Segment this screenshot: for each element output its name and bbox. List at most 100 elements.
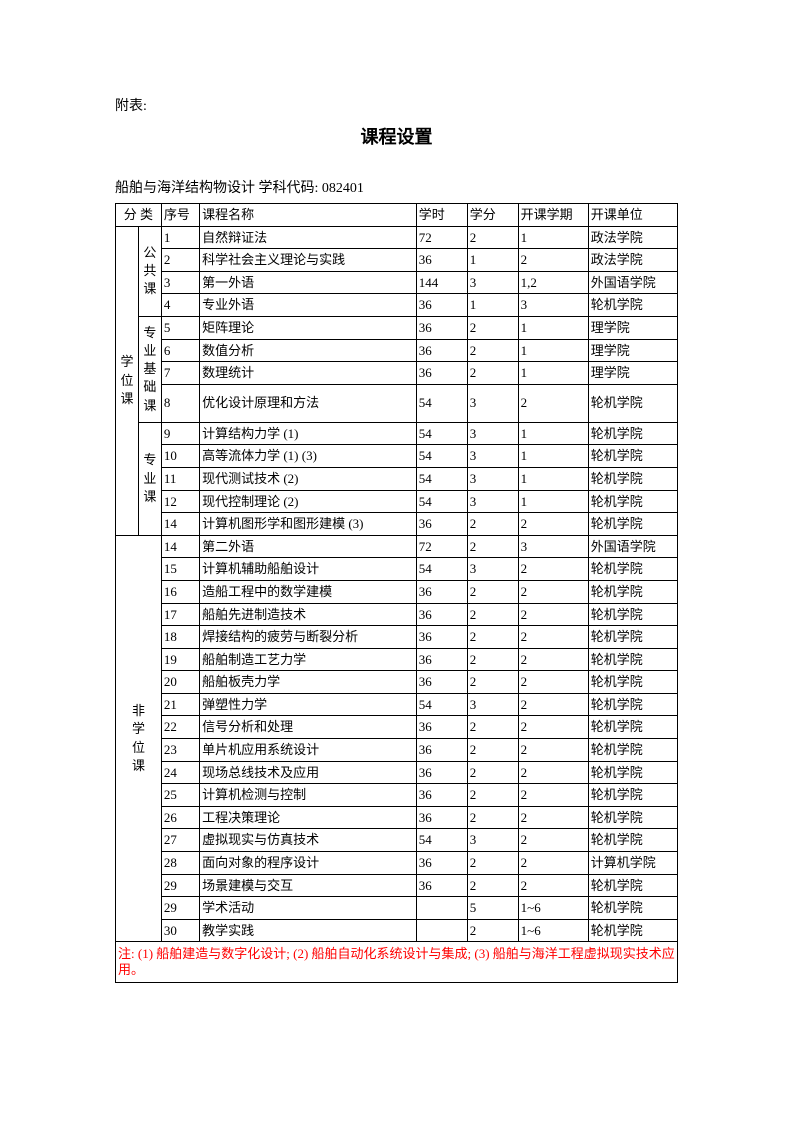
- table-cell: 18: [161, 626, 199, 649]
- table-cell: 36: [416, 784, 467, 807]
- table-cell: 21: [161, 693, 199, 716]
- table-cell: 36: [416, 648, 467, 671]
- table-cell: 教学实践: [200, 919, 417, 942]
- table-row: 专业基础课5矩阵理论3621理学院: [116, 316, 678, 339]
- header-dept: 开课单位: [588, 204, 677, 227]
- table-cell: 轮机学院: [588, 490, 677, 513]
- table-row: 29场景建模与交互3622轮机学院: [116, 874, 678, 897]
- table-cell: 轮机学院: [588, 919, 677, 942]
- table-cell: 27: [161, 829, 199, 852]
- table-cell: 2: [518, 716, 588, 739]
- table-cell: 11: [161, 467, 199, 490]
- category-cell: 非学位课: [116, 535, 162, 942]
- table-cell: 36: [416, 671, 467, 694]
- table-cell: 专业外语: [200, 294, 417, 317]
- table-cell: 矩阵理论: [200, 316, 417, 339]
- table-cell: 36: [416, 852, 467, 875]
- table-cell: 轮机学院: [588, 716, 677, 739]
- table-cell: 第二外语: [200, 535, 417, 558]
- table-cell: 36: [416, 513, 467, 536]
- table-cell: 2: [518, 739, 588, 762]
- table-cell: 54: [416, 829, 467, 852]
- table-cell: 36: [416, 603, 467, 626]
- table-cell: 2: [467, 362, 518, 385]
- category-cell: 专业基础课: [138, 316, 161, 422]
- table-cell: 19: [161, 648, 199, 671]
- header-credit: 学分: [467, 204, 518, 227]
- table-row: 12现代控制理论 (2)5431轮机学院: [116, 490, 678, 513]
- table-row: 8优化设计原理和方法5432轮机学院: [116, 384, 678, 422]
- table-cell: 1: [467, 249, 518, 272]
- table-cell: 8: [161, 384, 199, 422]
- table-row: 学位课公共课1自然辩证法7221政法学院: [116, 226, 678, 249]
- table-cell: 36: [416, 716, 467, 739]
- table-cell: 24: [161, 761, 199, 784]
- table-row: 24现场总线技术及应用3622轮机学院: [116, 761, 678, 784]
- table-cell: 36: [416, 874, 467, 897]
- category-cell: 专业课: [138, 422, 161, 535]
- table-cell: 船舶制造工艺力学: [200, 648, 417, 671]
- table-cell: 2: [518, 784, 588, 807]
- table-row: 29学术活动51~6轮机学院: [116, 897, 678, 920]
- table-cell: 1: [467, 294, 518, 317]
- table-row: 25计算机检测与控制3622轮机学院: [116, 784, 678, 807]
- table-row: 2科学社会主义理论与实践3612政法学院: [116, 249, 678, 272]
- table-cell: 17: [161, 603, 199, 626]
- table-cell: 2: [518, 558, 588, 581]
- table-row: 22信号分析和处理3622轮机学院: [116, 716, 678, 739]
- table-cell: 计算机辅助船舶设计: [200, 558, 417, 581]
- table-cell: 29: [161, 874, 199, 897]
- table-cell: 144: [416, 271, 467, 294]
- table-cell: 焊接结构的疲劳与断裂分析: [200, 626, 417, 649]
- table-cell: 2: [518, 384, 588, 422]
- table-cell: 5: [467, 897, 518, 920]
- table-cell: 3: [467, 558, 518, 581]
- table-cell: 1: [518, 339, 588, 362]
- table-cell: 弹塑性力学: [200, 693, 417, 716]
- table-cell: 轮机学院: [588, 874, 677, 897]
- table-cell: 工程决策理论: [200, 806, 417, 829]
- table-row: 专业课9计算结构力学 (1)5431轮机学院: [116, 422, 678, 445]
- table-cell: 2: [518, 249, 588, 272]
- table-cell: 理学院: [588, 316, 677, 339]
- table-cell: 54: [416, 445, 467, 468]
- course-table: 分 类 序号 课程名称 学时 学分 开课学期 开课单位 学位课公共课1自然辩证法…: [115, 203, 678, 983]
- table-cell: 15: [161, 558, 199, 581]
- category-cell: 学位课: [116, 226, 139, 535]
- table-cell: 轮机学院: [588, 739, 677, 762]
- table-row: 18焊接结构的疲劳与断裂分析3622轮机学院: [116, 626, 678, 649]
- table-row: 非学位课14第二外语7223外国语学院: [116, 535, 678, 558]
- table-cell: 72: [416, 535, 467, 558]
- table-cell: 轮机学院: [588, 897, 677, 920]
- table-cell: 4: [161, 294, 199, 317]
- table-cell: 36: [416, 339, 467, 362]
- table-cell: 外国语学院: [588, 271, 677, 294]
- table-cell: 3: [518, 294, 588, 317]
- table-row: 14计算机图形学和图形建模 (3)3622轮机学院: [116, 513, 678, 536]
- table-cell: 轮机学院: [588, 784, 677, 807]
- table-cell: 外国语学院: [588, 535, 677, 558]
- table-cell: 轮机学院: [588, 558, 677, 581]
- table-cell: 2: [518, 648, 588, 671]
- table-cell: 36: [416, 739, 467, 762]
- table-row: 3第一外语14431,2外国语学院: [116, 271, 678, 294]
- table-cell: 36: [416, 806, 467, 829]
- table-cell: 现场总线技术及应用: [200, 761, 417, 784]
- table-cell: 14: [161, 535, 199, 558]
- table-cell: 轮机学院: [588, 513, 677, 536]
- table-cell: 29: [161, 897, 199, 920]
- table-cell: 2: [161, 249, 199, 272]
- table-row: 17船舶先进制造技术3622轮机学院: [116, 603, 678, 626]
- table-cell: [416, 919, 467, 942]
- table-cell: 数理统计: [200, 362, 417, 385]
- table-cell: 2: [467, 761, 518, 784]
- table-cell: 理学院: [588, 339, 677, 362]
- table-cell: 1: [518, 490, 588, 513]
- table-cell: 数值分析: [200, 339, 417, 362]
- table-row: 21弹塑性力学5432轮机学院: [116, 693, 678, 716]
- table-cell: 3: [518, 535, 588, 558]
- table-cell: 轮机学院: [588, 445, 677, 468]
- table-cell: 2: [467, 513, 518, 536]
- table-row: 11现代测试技术 (2)5431轮机学院: [116, 467, 678, 490]
- table-cell: 轮机学院: [588, 829, 677, 852]
